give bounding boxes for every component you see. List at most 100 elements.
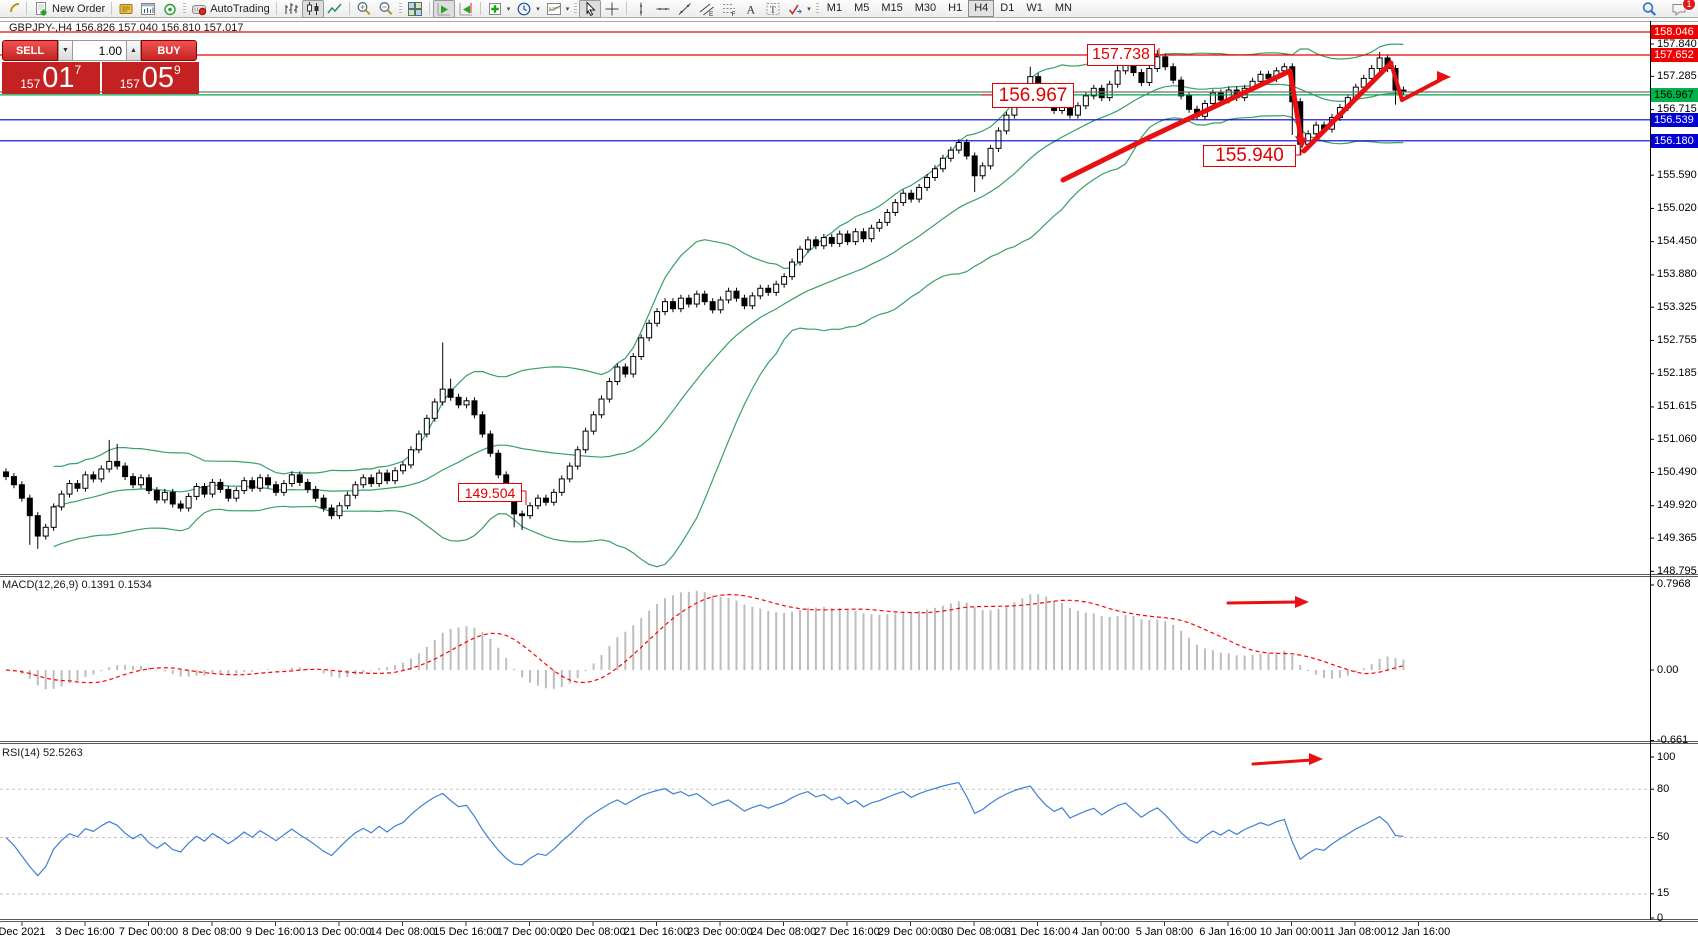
- buy-price[interactable]: 157 05 9: [101, 62, 199, 94]
- timeframe-w1[interactable]: W1: [1026, 2, 1043, 14]
- buy-button[interactable]: BUY: [141, 40, 197, 61]
- candle-body: [336, 505, 343, 517]
- volume-decrease-button[interactable]: ▼: [58, 40, 73, 61]
- price-badge: 156.180: [1651, 133, 1698, 148]
- market-watch-icon: [118, 1, 134, 17]
- market-watch-button[interactable]: [115, 0, 137, 18]
- price-badge: 156.539: [1651, 112, 1698, 127]
- candle-body: [590, 414, 597, 432]
- zoom-in-button[interactable]: [353, 0, 375, 18]
- price-tick-label: 153.880: [1657, 268, 1697, 281]
- search-button[interactable]: [1638, 0, 1660, 18]
- candle-body: [193, 485, 200, 497]
- toolbar-right: 1: [1638, 0, 1696, 18]
- price-tick-label: 151.060: [1657, 432, 1697, 445]
- date-label: 20 Dec 08:00: [560, 926, 626, 938]
- candle-body: [153, 490, 160, 501]
- truncated-icon[interactable]: [1, 0, 23, 18]
- timeframe-m30[interactable]: M30: [914, 2, 937, 14]
- price-tick-label: 152.755: [1657, 333, 1697, 346]
- candle-body: [249, 480, 256, 489]
- candle-body: [185, 495, 192, 509]
- chat-button[interactable]: 1: [1668, 0, 1696, 18]
- volume-increase-button[interactable]: ▲: [126, 40, 141, 61]
- auto-scroll-button[interactable]: [432, 0, 455, 18]
- price-annotation[interactable]: 157.738: [1087, 44, 1155, 66]
- timeframe-mn[interactable]: MN: [1054, 2, 1072, 14]
- timeframe-m5[interactable]: M5: [854, 2, 870, 14]
- date-label: 21 Dec 16:00: [623, 926, 690, 938]
- candle-body: [296, 474, 303, 483]
- timeframe-h4[interactable]: H4: [968, 0, 995, 17]
- candle-body: [622, 366, 629, 375]
- zoom-out-button[interactable]: [375, 0, 397, 18]
- autotrading-button[interactable]: AutoTrading: [188, 0, 273, 18]
- price-annotation[interactable]: 156.967: [992, 83, 1074, 108]
- autotrading-icon: [191, 1, 207, 17]
- indicators-button[interactable]: ▾: [484, 0, 514, 18]
- date-label: Dec 2021: [0, 926, 46, 938]
- trend-arrow: [1060, 68, 1293, 183]
- candle-chart-icon: [305, 1, 321, 17]
- sell-button[interactable]: SELL: [2, 40, 58, 61]
- signals-button[interactable]: [159, 0, 181, 18]
- autotrading-button-label: AutoTrading: [210, 2, 270, 15]
- line-chart-button[interactable]: [324, 0, 346, 18]
- toolbar-separator: [479, 2, 481, 15]
- timeframe-m15[interactable]: M15: [881, 2, 903, 14]
- templates-button[interactable]: ▾: [543, 0, 573, 18]
- tile-windows-button[interactable]: [404, 0, 426, 18]
- text-label-button[interactable]: T: [762, 0, 784, 18]
- timeframe-m1[interactable]: M1: [826, 2, 843, 14]
- candle-body: [1162, 56, 1169, 68]
- trend-arrow: [1251, 758, 1314, 766]
- candle-body: [1138, 72, 1145, 83]
- price-tick-label: 155.590: [1657, 168, 1697, 181]
- price-tick-label: 152.185: [1657, 367, 1697, 380]
- periods-button[interactable]: ▾: [513, 0, 543, 18]
- candle-body: [979, 165, 986, 177]
- candle-body: [677, 297, 684, 310]
- bar-chart-button[interactable]: [280, 0, 302, 18]
- candle-body: [280, 483, 287, 493]
- candle-chart-button[interactable]: [301, 0, 324, 18]
- candle-body: [376, 472, 383, 485]
- price-annotation[interactable]: 149.504: [458, 483, 522, 502]
- candle-body: [18, 484, 25, 499]
- vertical-line-button[interactable]: [630, 0, 652, 18]
- date-label: 29 Dec 00:00: [877, 926, 944, 938]
- candle-body: [265, 477, 272, 486]
- templates-icon: [546, 1, 562, 17]
- line-chart-icon: [327, 1, 343, 17]
- crosshair-button[interactable]: [601, 0, 623, 18]
- horizontal-line-button[interactable]: [652, 0, 674, 18]
- svg-text:E: E: [709, 11, 714, 17]
- candle-body: [431, 401, 438, 419]
- new-order-button[interactable]: New Order: [30, 0, 108, 18]
- candle-body: [733, 290, 740, 299]
- cursor-button[interactable]: [579, 0, 602, 18]
- bollinger-upper: [53, 43, 1404, 475]
- volume-input[interactable]: [73, 40, 126, 61]
- text-button[interactable]: A: [740, 0, 762, 18]
- chart-shift-button[interactable]: [455, 0, 477, 18]
- candle-body: [50, 506, 57, 528]
- candle-body: [987, 147, 994, 167]
- candle-body: [971, 155, 978, 177]
- price-annotation[interactable]: 155.940: [1203, 145, 1296, 167]
- new-chart-button[interactable]: [137, 0, 159, 18]
- candle-body: [1186, 95, 1193, 110]
- timeframe-h1[interactable]: H1: [948, 2, 963, 14]
- trend-arrow: [1287, 68, 1304, 141]
- equidistant-channel-button[interactable]: E: [696, 0, 718, 18]
- trendline-button[interactable]: [674, 0, 696, 18]
- timeframe-d1[interactable]: D1: [1000, 2, 1015, 14]
- sell-price[interactable]: 157 01 7: [2, 62, 100, 94]
- candle-body: [852, 231, 859, 243]
- rsi-label: RSI(14) 52.5263: [2, 747, 83, 759]
- arrows-button[interactable]: ▾: [784, 0, 814, 18]
- candle-body: [1257, 73, 1264, 82]
- fibonacci-button[interactable]: F: [718, 0, 740, 18]
- annotation-layer: [0, 21, 1698, 926]
